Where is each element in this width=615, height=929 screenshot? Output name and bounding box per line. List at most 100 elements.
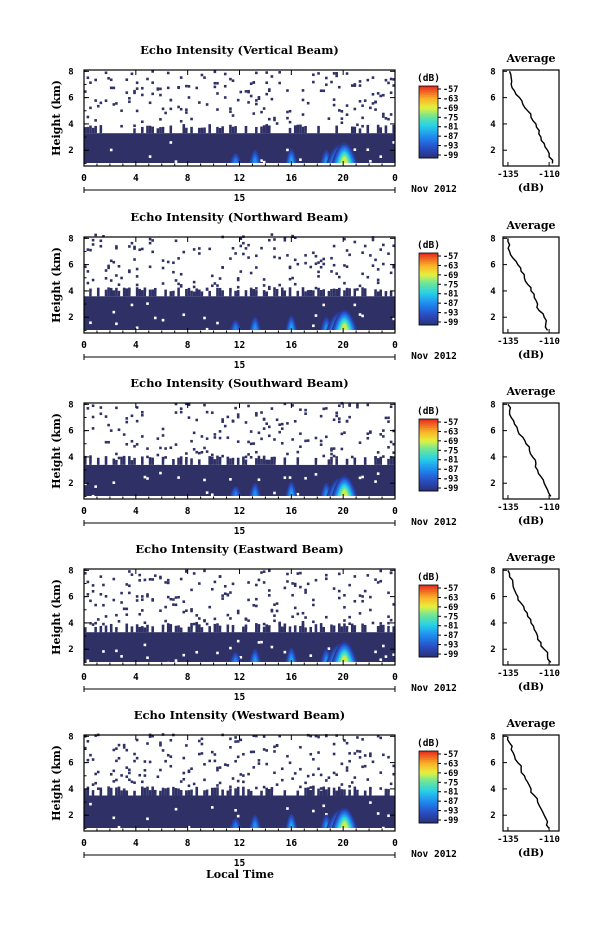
echo-speck [304, 439, 307, 443]
colorbar-cell [419, 465, 438, 468]
echo-speck [112, 598, 116, 602]
echo-gap [358, 313, 362, 316]
echo-edge-speck [330, 130, 333, 134]
echo-edge-speck [122, 455, 126, 465]
echo-edge-speck [249, 287, 253, 297]
echo-speck [249, 271, 253, 275]
echo-speck [345, 420, 349, 423]
echo-edge-speck [382, 793, 385, 796]
echo-edge-speck [94, 626, 97, 633]
echo-speck [187, 96, 191, 99]
colorbar-cell [419, 585, 438, 588]
echo-speck [252, 766, 256, 769]
echo-edge-speck [99, 787, 103, 796]
y-tick-label: 2 [68, 146, 73, 156]
echo-edge-speck [379, 457, 383, 465]
echo-gap [361, 475, 364, 479]
colorbar-cell [419, 292, 438, 295]
echo-edge-speck [278, 129, 281, 134]
echo-speck [151, 81, 154, 84]
echo-speck [306, 101, 310, 105]
echo-speck [286, 422, 289, 425]
echo-speck [135, 109, 139, 113]
colorbar-tick-label: -99 [443, 484, 458, 494]
colorbar-cell [419, 317, 438, 320]
echo-speck [278, 734, 281, 738]
echo-edge-speck [384, 291, 388, 297]
convective-cell [253, 158, 257, 163]
echo-edge-speck [112, 793, 116, 796]
echo-edge-speck [236, 130, 240, 134]
colorbar-frame [418, 252, 439, 326]
echo-edge-speck [255, 792, 258, 796]
echo-speck [301, 620, 305, 624]
profile-y-tick-label: 4 [490, 453, 496, 463]
echo-speck [286, 116, 289, 120]
echo-speck [174, 596, 178, 599]
echo-edge-speck [146, 291, 149, 297]
echo-speck [345, 265, 349, 268]
echo-speck [164, 759, 167, 763]
echo-speck [257, 578, 261, 582]
echo-speck [255, 734, 258, 738]
echo-speck [120, 109, 123, 113]
colorbar-cell [419, 118, 438, 121]
echo-speck [340, 762, 344, 766]
echo-speck [117, 283, 121, 286]
echo-edge-speck [262, 125, 266, 134]
echo-speck [257, 762, 261, 765]
echo-speck [159, 768, 162, 772]
echo-edge-speck [301, 463, 305, 465]
colorbar-cell [419, 655, 438, 658]
echo-speck [273, 238, 276, 241]
echo-gap [369, 801, 372, 804]
echo-speck [273, 116, 276, 120]
echo-speck [361, 124, 364, 128]
echo-edge-speck [280, 129, 284, 134]
echo-speck [187, 85, 191, 88]
y-tick-label: 4 [68, 287, 74, 297]
echo-edge-speck [96, 792, 100, 796]
echo-edge-speck [332, 288, 336, 297]
echo-edge-speck [278, 622, 281, 633]
echo-edge-speck [358, 463, 362, 465]
colorbar-cell [419, 156, 438, 159]
echo-edge-speck [185, 630, 188, 633]
echo-speck [260, 571, 263, 574]
echo-speck [115, 759, 118, 763]
echo-speck [255, 287, 258, 290]
echo-speck [244, 247, 248, 250]
colorbar-cell [419, 289, 438, 292]
echo-edge-speck [166, 461, 170, 465]
echo-edge-speck [286, 461, 289, 465]
echo-speck [89, 248, 92, 252]
echo-edge-speck [190, 622, 193, 633]
echo-edge-speck [198, 459, 201, 465]
echo-edge-speck [195, 128, 199, 134]
echo-edge-speck [169, 291, 173, 297]
colorbar-cell [419, 630, 438, 633]
echo-speck [249, 442, 253, 446]
echo-speck [156, 453, 160, 457]
echo-edge-speck [273, 628, 276, 633]
echo-speck [296, 612, 300, 616]
echo-edge-speck [268, 294, 271, 297]
colorbar-cell [419, 487, 438, 490]
echo-speck [270, 233, 274, 236]
echo-speck [159, 575, 162, 579]
y-tick-label: 8 [68, 566, 73, 576]
colorbar-cell [419, 460, 438, 463]
echo-gap [169, 141, 173, 144]
echo-speck [270, 75, 274, 78]
echo-speck [135, 443, 139, 446]
echo-speck [94, 772, 97, 776]
colorbar-cell [419, 462, 438, 465]
echo-speck [382, 429, 385, 432]
echo-speck [337, 85, 341, 89]
colorbar-cell [419, 619, 438, 622]
echo-edge-speck [221, 462, 224, 465]
echo-speck [218, 766, 222, 769]
echo-edge-speck [226, 456, 230, 465]
echo-edge-speck [203, 631, 206, 633]
echo-edge-speck [374, 456, 377, 465]
